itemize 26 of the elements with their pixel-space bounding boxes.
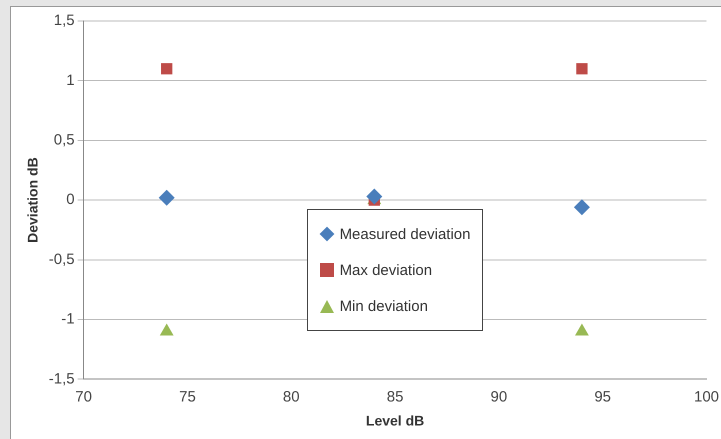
point (158, 190, 175, 206)
x-tick-label: 70 (75, 388, 92, 406)
x-tick-label: 85 (386, 388, 404, 406)
point (574, 199, 590, 216)
legend-label: Max deviation (340, 262, 432, 279)
x-tick-label: 100 (694, 388, 719, 406)
y-tick-label: 1 (66, 72, 75, 89)
point (161, 63, 172, 74)
point (574, 323, 589, 336)
legend-label: Min deviation (340, 298, 428, 315)
y-tick-label: 0,5 (54, 132, 75, 149)
x-tick-label: 75 (179, 388, 196, 406)
x-axis-title: Level dB (366, 412, 424, 428)
legend-label: Measured deviation (340, 226, 470, 243)
y-tick-label: -1,5 (48, 370, 75, 388)
x-tick-label: 80 (282, 388, 300, 406)
x-tick-label: 90 (490, 388, 508, 406)
point (366, 188, 382, 205)
point (576, 63, 588, 74)
y-tick-label: -0,5 (48, 250, 75, 268)
y-axis-title: Deviation dB (24, 157, 40, 243)
x-tick-label: 95 (594, 388, 612, 406)
y-tick-label: 0 (66, 191, 75, 208)
y-tick-label: 1,5 (54, 12, 75, 30)
y-tick-label: -1 (61, 310, 75, 328)
point (160, 323, 174, 336)
